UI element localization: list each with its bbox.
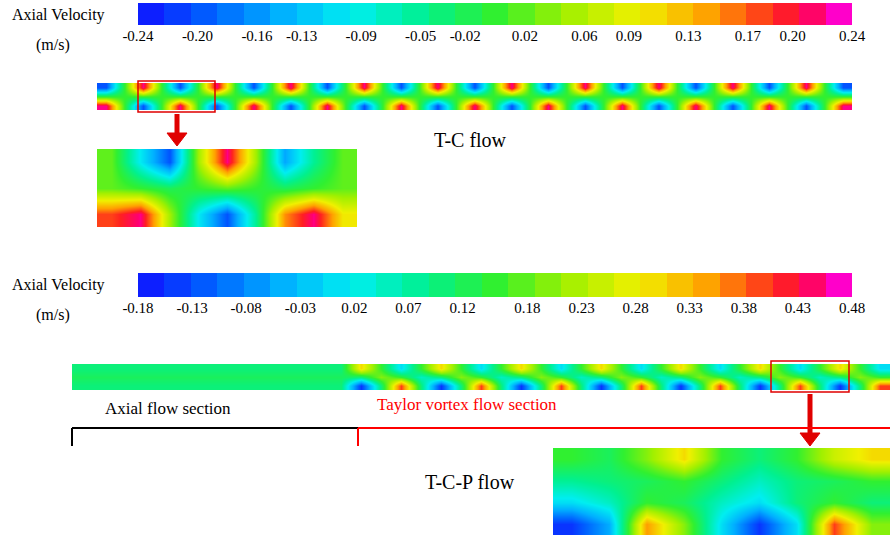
svg-text:0.13: 0.13 bbox=[675, 28, 701, 44]
svg-text:(m/s): (m/s) bbox=[36, 306, 70, 324]
svg-text:Axial Velocity: Axial Velocity bbox=[12, 6, 105, 24]
svg-text:-0.03: -0.03 bbox=[285, 300, 316, 316]
svg-text:0.02: 0.02 bbox=[512, 28, 538, 44]
svg-text:-0.02: -0.02 bbox=[450, 28, 481, 44]
svg-text:T-C-P flow: T-C-P flow bbox=[425, 471, 515, 493]
svg-text:0.24: 0.24 bbox=[839, 28, 866, 44]
svg-text:0.48: 0.48 bbox=[839, 300, 865, 316]
svg-text:0.07: 0.07 bbox=[395, 300, 422, 316]
svg-text:0.17: 0.17 bbox=[735, 28, 762, 44]
svg-text:-0.05: -0.05 bbox=[405, 28, 436, 44]
svg-text:0.28: 0.28 bbox=[623, 300, 649, 316]
svg-text:0.02: 0.02 bbox=[341, 300, 367, 316]
svg-text:0.20: 0.20 bbox=[779, 28, 805, 44]
svg-text:0.43: 0.43 bbox=[785, 300, 811, 316]
svg-text:Taylor vortex flow section: Taylor vortex flow section bbox=[377, 395, 557, 414]
svg-text:-0.08: -0.08 bbox=[231, 300, 262, 316]
svg-text:-0.13: -0.13 bbox=[286, 28, 317, 44]
svg-text:-0.24: -0.24 bbox=[122, 28, 154, 44]
svg-text:-0.13: -0.13 bbox=[176, 300, 207, 316]
svg-text:0.12: 0.12 bbox=[449, 300, 475, 316]
svg-text:0.09: 0.09 bbox=[616, 28, 642, 44]
svg-text:Axial Velocity: Axial Velocity bbox=[12, 276, 105, 294]
svg-text:-0.16: -0.16 bbox=[241, 28, 273, 44]
svg-text:0.18: 0.18 bbox=[514, 300, 540, 316]
svg-text:0.23: 0.23 bbox=[568, 300, 594, 316]
svg-text:T-C flow: T-C flow bbox=[434, 129, 507, 151]
svg-text:Axial flow section: Axial flow section bbox=[105, 399, 231, 418]
svg-text:0.38: 0.38 bbox=[731, 300, 757, 316]
svg-text:-0.09: -0.09 bbox=[346, 28, 377, 44]
svg-text:(m/s): (m/s) bbox=[36, 36, 70, 54]
svg-text:-0.20: -0.20 bbox=[182, 28, 213, 44]
svg-text:0.33: 0.33 bbox=[677, 300, 703, 316]
svg-text:0.06: 0.06 bbox=[571, 28, 598, 44]
svg-text:-0.18: -0.18 bbox=[122, 300, 153, 316]
